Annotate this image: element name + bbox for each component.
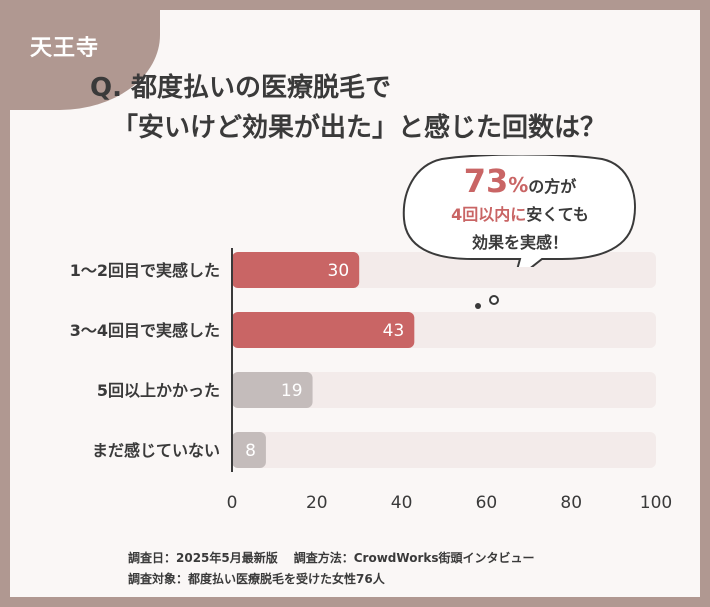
data-label: 43 [383, 321, 405, 341]
thought-dots [475, 295, 499, 309]
data-label: 30 [328, 261, 350, 281]
x-tick-label: 60 [476, 493, 498, 513]
x-tick-label: 100 [640, 493, 672, 513]
callout-percent: 73 [463, 162, 509, 200]
bar [232, 312, 415, 348]
survey-date: 調査日：2025年5月最新版 [128, 551, 278, 565]
footnote-line-1: 調査日：2025年5月最新版 調査方法：CrowdWorks街頭インタビュー [128, 548, 551, 569]
callout-line-2-rest: 安くても [526, 205, 589, 224]
bar-track [232, 432, 656, 468]
category-label: 5回以上かかった [97, 381, 220, 400]
bar-chart: 1～2回目で実感した 30 3～4回目で実感した 43 5回以上かかった 19 まだ感じてい… [70, 248, 672, 513]
x-tick-label: 40 [391, 493, 413, 513]
callout-shape [402, 155, 636, 267]
survey-method: 調査方法：CrowdWorks街頭インタビュー [293, 551, 535, 565]
bar [232, 432, 266, 468]
question-title: Q. 都度払いの医療脱毛で 「安いけど効果が出た」と感じた回数は？ [90, 68, 606, 148]
callout-line-2-emphasis: 4回以内に [451, 205, 527, 224]
data-label: 19 [281, 381, 303, 401]
callout-line-1-rest: の方が [528, 177, 577, 196]
chart-card: 天王寺 Q. 都度払いの医療脱毛で 「安いけど効果が出た」と感じた回数は？ 1～… [10, 10, 700, 597]
callout-text: 73%の方が 4回以内に安くても 効果を実感！ [402, 165, 638, 257]
category-label: 3～4回目で実感した [70, 321, 220, 340]
callout-line-1: 73%の方が [402, 165, 638, 201]
bar [232, 252, 360, 288]
category-label: まだ感じていない [92, 441, 220, 460]
data-label: 8 [245, 441, 256, 461]
x-tick-label: 20 [306, 493, 328, 513]
callout-percent-unit: % [508, 173, 529, 197]
category-label: 1～2回目で実感した [70, 261, 220, 280]
callout-bubble: 73%の方が 4回以内に安くても 効果を実感！ [402, 155, 638, 267]
survey-footnote: 調査日：2025年5月最新版 調査方法：CrowdWorks街頭インタビュー 調査… [128, 548, 551, 590]
bar [232, 372, 313, 408]
location-label: 天王寺 [30, 36, 100, 61]
survey-target: 調査対象：都度払い医療脱毛を受けた女性76人 [128, 572, 385, 586]
callout-line-3: 効果を実感！ [471, 233, 568, 252]
corner-badge: 天王寺 [10, 10, 160, 110]
bar-track [232, 372, 656, 408]
callout-line-2: 4回以内に安くても [402, 201, 638, 229]
x-tick-label: 0 [227, 493, 238, 513]
title-line-2: 「安いけど効果が出た」と感じた回数は？ [112, 113, 607, 143]
x-tick-label: 80 [560, 493, 582, 513]
title-line-1: Q. 都度払いの医療脱毛で [90, 73, 392, 103]
